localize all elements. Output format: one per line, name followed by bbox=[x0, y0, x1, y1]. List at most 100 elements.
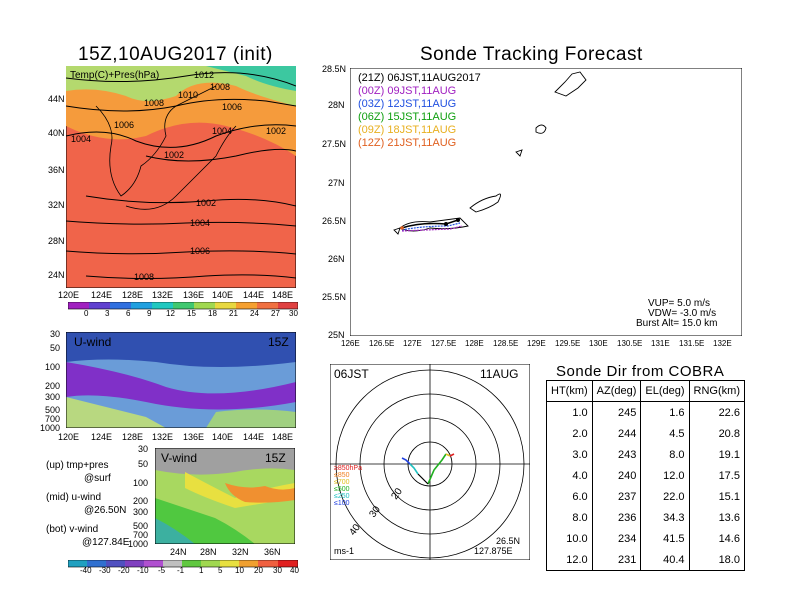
v-colorbar-tick: 5 bbox=[218, 566, 223, 575]
x-tick-label: 140E bbox=[212, 290, 234, 300]
note-line: (bot) v-wind bbox=[46, 524, 99, 535]
v-x-tick: 32N bbox=[232, 547, 249, 557]
colorbar-tick: 27 bbox=[271, 309, 280, 318]
polar-unit: ms-1 bbox=[334, 546, 354, 556]
wind-hodograph: 06JST 11AUG 20 30 40 ≥850hPa ≤850 ≤700 ≤… bbox=[330, 364, 530, 560]
table-cell: 231 bbox=[591, 549, 642, 571]
v-pressure-tick: 700 bbox=[133, 530, 149, 540]
tracking-legend-entry: (00Z) 09JST,11AUG bbox=[358, 85, 457, 97]
u-pressure-tick: 50 bbox=[50, 343, 61, 353]
tracking-legend-entry: (21Z) 06JST,11AUG2017 bbox=[358, 72, 481, 84]
colorbar-tick: 0 bbox=[84, 309, 89, 318]
isobars bbox=[66, 72, 296, 279]
pressure-label: 1006 bbox=[114, 120, 134, 130]
table-cell: 34.3 bbox=[640, 507, 690, 528]
u-x-tick: 140E bbox=[212, 432, 234, 442]
track-x-tick: 131.5E bbox=[679, 339, 705, 348]
v-colorbar-tick: -30 bbox=[99, 566, 111, 575]
u-x-tick: 128E bbox=[122, 432, 144, 442]
pressure-label: 1002 bbox=[266, 126, 286, 136]
v-pressure-tick: 30 bbox=[138, 444, 149, 454]
v-wind-time: 15Z bbox=[265, 451, 286, 465]
pressure-label: 1002 bbox=[196, 198, 216, 208]
colorbar-tick: 24 bbox=[250, 309, 259, 318]
x-tick-label: 128E bbox=[122, 290, 144, 300]
track-x-tick: 128.5E bbox=[493, 339, 519, 348]
colorbar-tick: 15 bbox=[187, 309, 196, 318]
pressure-labels: 1012 1010 1008 1008 1006 1006 1004 1004 … bbox=[71, 70, 286, 282]
surface-map: 1012 1010 1008 1008 1006 1006 1004 1004 … bbox=[66, 66, 296, 288]
sonde-tracks bbox=[400, 218, 463, 232]
y-tick-label: 40N bbox=[48, 128, 65, 138]
u-wind-time: 15Z bbox=[268, 335, 289, 349]
track-y-tick: 26.5N bbox=[322, 216, 347, 226]
track-y-tick: 25N bbox=[328, 330, 345, 340]
note-line: (up) tmp+pres bbox=[46, 460, 109, 471]
track-x-tick: 130E bbox=[589, 339, 608, 348]
pressure-label: 1008 bbox=[210, 82, 230, 92]
v-colorbar-tick: -5 bbox=[158, 566, 166, 575]
v-colorbar-tick: 30 bbox=[273, 566, 282, 575]
coastlines bbox=[95, 85, 237, 210]
pressure-label: 1004 bbox=[71, 134, 91, 144]
x-tick-label: 136E bbox=[183, 290, 205, 300]
pressure-label: 1006 bbox=[222, 102, 242, 112]
left-map-title: 15Z,10AUG2017 (init) bbox=[78, 44, 273, 65]
col-header: AZ(deg) bbox=[591, 380, 642, 402]
u-pressure-tick: 100 bbox=[45, 362, 61, 372]
track-x-tick: 129E bbox=[527, 339, 546, 348]
u-x-tick: 120E bbox=[58, 432, 80, 442]
table-row: 8.0 236 34.3 13.6 bbox=[546, 507, 745, 528]
level-legend: ≤500 bbox=[334, 486, 350, 493]
colorbar-tick: 21 bbox=[229, 309, 238, 318]
table-cell: 13.6 bbox=[688, 507, 745, 528]
v-x-tick: 28N bbox=[200, 547, 217, 557]
v-x-tick: 24N bbox=[170, 547, 187, 557]
note-line: (mid) u-wind bbox=[46, 492, 102, 503]
table-cell: 4.5 bbox=[640, 423, 690, 444]
polar-lat: 26.5N bbox=[496, 536, 520, 546]
v-pressure-tick: 100 bbox=[133, 478, 149, 488]
v-colorbar-tick: 40 bbox=[290, 566, 299, 575]
pressure-label: 1002 bbox=[164, 150, 184, 160]
table-cell: 4.0 bbox=[546, 465, 593, 486]
colorbar-tick: 9 bbox=[147, 309, 152, 318]
v-x-tick: 36N bbox=[264, 547, 281, 557]
track-y-tick: 28N bbox=[328, 100, 345, 110]
table-cell: 19.1 bbox=[688, 444, 745, 465]
table-cell: 12.0 bbox=[640, 465, 690, 486]
table-cell: 245 bbox=[591, 401, 642, 423]
u-x-tick: 124E bbox=[91, 432, 113, 442]
table-row: 2.0 244 4.5 20.8 bbox=[546, 423, 745, 444]
v-pressure-tick: 200 bbox=[133, 496, 149, 506]
v-pressure-tick: 300 bbox=[133, 507, 149, 517]
colorbar-tick: 3 bbox=[105, 309, 110, 318]
param-burst: Burst Alt= 15.0 km bbox=[636, 318, 718, 329]
col-header: RNG(km) bbox=[688, 380, 745, 402]
table-cell: 240 bbox=[591, 465, 642, 486]
colorbar-tick: 30 bbox=[289, 309, 298, 318]
map-cold-band bbox=[206, 66, 296, 91]
table-cell: 22.0 bbox=[640, 486, 690, 507]
level-legend: ≤100 bbox=[334, 500, 350, 507]
y-tick-label: 44N bbox=[48, 94, 65, 104]
table-cell: 237 bbox=[591, 486, 642, 507]
v-colorbar-tick: 20 bbox=[254, 566, 263, 575]
pressure-label: 1006 bbox=[190, 246, 210, 256]
track-x-tick: 131E bbox=[651, 339, 670, 348]
range-rings bbox=[330, 364, 530, 560]
v-pressure-tick: 50 bbox=[138, 459, 149, 469]
table-cell: 14.6 bbox=[688, 528, 745, 549]
polar-date-label: 11AUG bbox=[480, 367, 518, 381]
table-cell: 243 bbox=[591, 444, 642, 465]
colorbar-tick: 12 bbox=[166, 309, 175, 318]
table-cell: 12.0 bbox=[546, 549, 593, 571]
table-row: 4.0 240 12.0 17.5 bbox=[546, 465, 745, 486]
track-y-tick: 28.5N bbox=[322, 64, 347, 74]
col-header: HT(km) bbox=[546, 380, 593, 402]
y-tick-label: 32N bbox=[48, 200, 65, 210]
track-x-tick: 132E bbox=[713, 339, 732, 348]
v-colorbar-tick: -1 bbox=[177, 566, 185, 575]
table-row: 3.0 243 8.0 19.1 bbox=[546, 444, 745, 465]
